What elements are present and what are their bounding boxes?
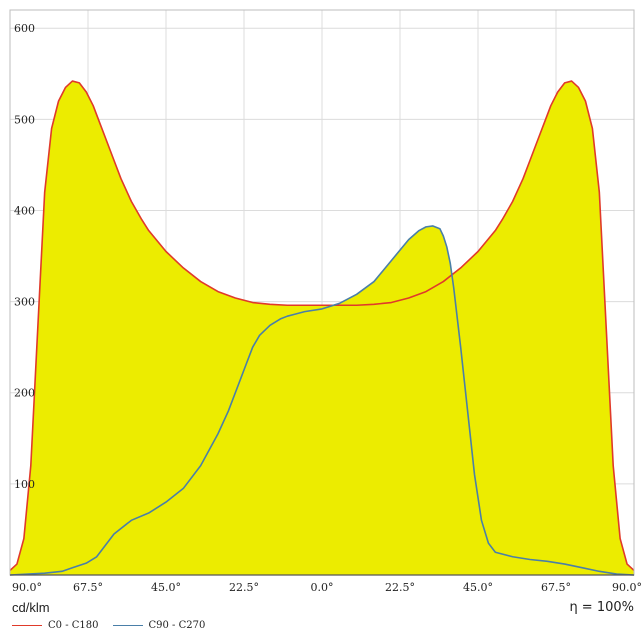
- axes: [9, 9, 635, 576]
- y-axis-ticks: 100 200 300 400 500 600: [14, 22, 35, 491]
- x-tick-label: 22.5°: [385, 581, 415, 594]
- y-tick-label: 100: [14, 478, 35, 491]
- light-distribution-fill: [10, 81, 634, 575]
- x-tick-label: 22.5°: [229, 581, 259, 594]
- x-tick-label: 90.0°: [612, 581, 642, 594]
- legend-item-c90-c270: C90 - C270: [112, 620, 206, 631]
- series-line-1: [9, 225, 635, 576]
- y-tick-label: 500: [14, 113, 35, 126]
- legend-label: C90 - C270: [148, 620, 206, 631]
- x-tick-label: 0.0°: [311, 581, 334, 594]
- legend-swatch-blue: [112, 625, 143, 626]
- y-axis-unit-label: cd/klm: [12, 600, 50, 615]
- series-line-0: [9, 80, 635, 572]
- x-axis-ticks: 90.0° 67.5° 45.0° 22.5° 0.0° 22.5° 45.0° 67.5° 9…: [12, 581, 642, 594]
- legend: C0 - C180 C90 - C270: [12, 620, 219, 631]
- x-tick-label: 45.0°: [151, 581, 181, 594]
- y-tick-label: 600: [14, 22, 35, 35]
- series-lines: [9, 80, 635, 576]
- efficiency-label: η = 100%: [569, 600, 634, 615]
- legend-label: C0 - C180: [48, 620, 99, 631]
- y-tick-label: 400: [14, 204, 35, 217]
- x-tick-label: 67.5°: [541, 581, 571, 594]
- legend-item-c0-c180: C0 - C180: [12, 620, 99, 631]
- y-tick-label: 300: [14, 296, 35, 309]
- fill-area: [10, 81, 634, 575]
- x-tick-label: 90.0°: [12, 581, 42, 594]
- legend-swatch-red: [12, 625, 42, 626]
- x-tick-label: 67.5°: [73, 581, 103, 594]
- y-tick-label: 200: [14, 387, 35, 400]
- x-tick-label: 45.0°: [463, 581, 493, 594]
